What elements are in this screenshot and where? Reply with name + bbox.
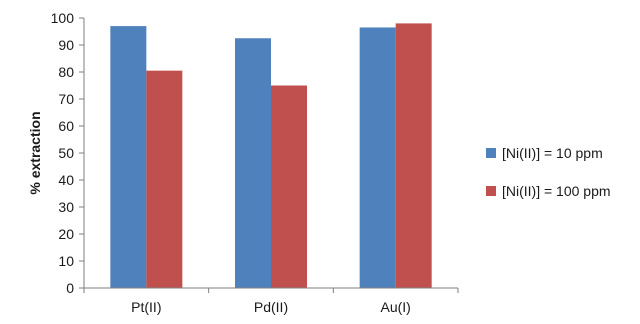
y-tick-label: 80: [58, 64, 74, 80]
y-axis-ticks: 0 10 20 30 40 50 60 70 80 90 100: [51, 10, 84, 296]
x-axis-ticks: Pt(II) Pd(II) Au(I): [83, 288, 459, 315]
legend: [Ni(II)] = 10 ppm [Ni(II)] = 100 ppm: [486, 145, 611, 199]
bar-ni-100ppm-1: [271, 85, 307, 288]
y-tick-label: 100: [51, 10, 75, 26]
bar-ni-10ppm-0: [110, 26, 147, 288]
y-tick-label: 60: [58, 118, 74, 134]
y-tick-label: 90: [58, 37, 74, 53]
legend-label: [Ni(II)] = 10 ppm: [502, 145, 603, 161]
bar-ni-10ppm-1: [235, 38, 271, 288]
y-axis-title: % extraction: [27, 111, 43, 194]
x-tick-label: Au(I): [380, 299, 410, 315]
y-tick-label: 0: [66, 280, 74, 296]
legend-label: [Ni(II)] = 100 ppm: [502, 183, 611, 199]
y-tick-label: 20: [58, 226, 74, 242]
x-tick-label: Pt(II): [131, 299, 161, 315]
legend-swatch: [486, 186, 496, 196]
y-tick-label: 10: [58, 253, 74, 269]
y-tick-label: 40: [58, 172, 74, 188]
x-tick-label: Pd(II): [254, 299, 288, 315]
bar-ni-100ppm-2: [395, 23, 432, 289]
legend-swatch: [486, 148, 496, 158]
y-tick-label: 30: [58, 199, 74, 215]
bar-ni-100ppm-0: [146, 70, 183, 289]
y-tick-label: 70: [58, 91, 74, 107]
y-tick-label: 50: [58, 145, 74, 161]
bar-ni-10ppm-2: [359, 27, 396, 288]
bars-group: [110, 23, 432, 289]
